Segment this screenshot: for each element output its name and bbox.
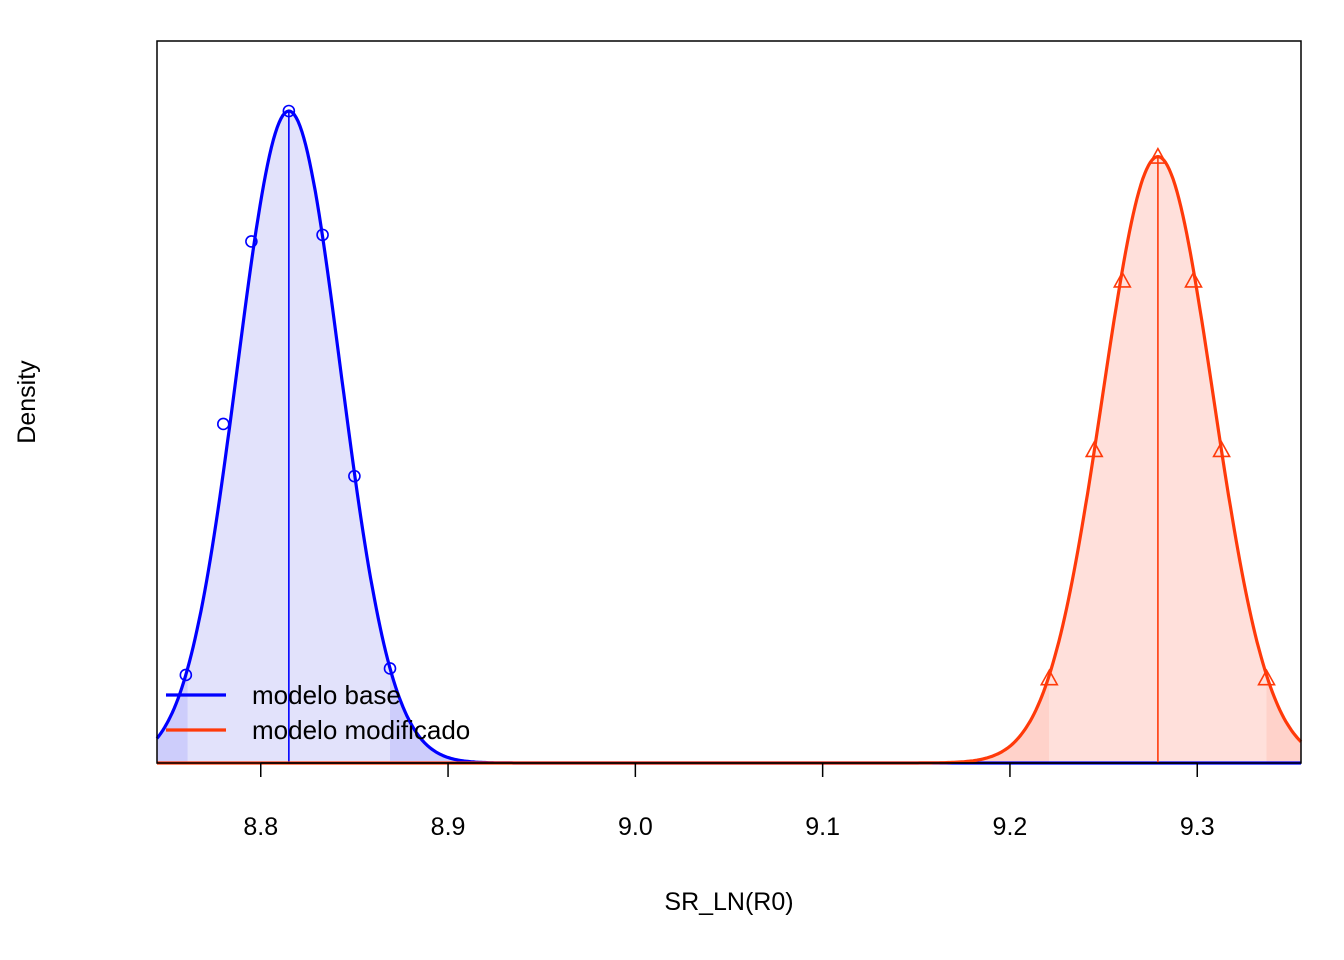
legend-label: modelo modificado [252,715,470,745]
data-point [217,417,230,431]
x-axis: 8.8 8.9 9.0 9.1 9.2 9.3 [243,762,1215,841]
legend: modelo base modelo modificado [166,680,470,745]
data-point [1039,668,1059,686]
data-point [1148,146,1168,164]
data-point [1212,440,1231,458]
y-axis-label: Density [13,360,41,444]
density-areas [157,111,1301,764]
data-point [1084,440,1104,458]
data-point [245,235,258,248]
x-tick-label: 8.8 [243,813,278,841]
data-point [1257,668,1276,686]
data-point [282,104,296,118]
x-tick-label: 9.2 [993,813,1028,841]
data-point [1112,270,1132,288]
x-tick-label: 9.0 [618,813,653,841]
x-axis-label: SR_LN(R0) [664,888,793,916]
data-point [316,228,329,242]
data-point [179,668,193,682]
x-tick-label: 9.1 [805,813,840,841]
data-point [1184,270,1203,288]
x-tick-label: 9.3 [1180,813,1215,841]
data-point [348,469,361,483]
x-tick-label: 8.9 [431,813,466,841]
data-point [383,662,397,675]
legend-label: modelo base [252,680,401,710]
curve-markers [179,104,1276,686]
